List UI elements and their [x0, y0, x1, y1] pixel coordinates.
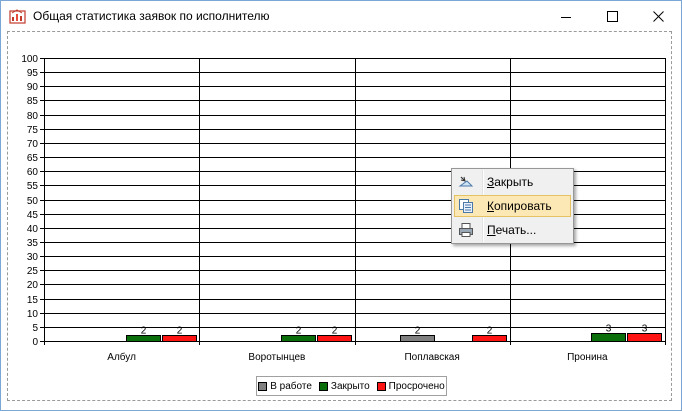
title-bar[interactable]: Общая статистика заявок по исполнителю — [1, 1, 681, 32]
y-tick-label: 60 — [27, 167, 39, 178]
x-tick-label: Поплавская — [404, 352, 459, 363]
data-label: 3 — [606, 324, 612, 335]
y-tick-label: 90 — [27, 82, 39, 93]
menu-item-copy[interactable]: Копировать — [454, 195, 571, 217]
bar — [162, 335, 197, 342]
bar — [627, 333, 662, 342]
chart-legend: В работе Закрыто Просрочено — [256, 376, 447, 396]
data-label: 2 — [332, 326, 338, 337]
y-tick-label: 35 — [27, 238, 39, 249]
data-label: 3 — [642, 324, 648, 335]
legend-label: Закрыто — [330, 380, 370, 392]
maximize-icon — [606, 11, 618, 22]
legend-item: В работе — [258, 381, 312, 392]
y-tick-label: 55 — [27, 181, 39, 192]
data-label: 2 — [487, 326, 493, 337]
minimize-button[interactable] — [543, 1, 589, 32]
menu-item-close-label: акрыть — [494, 175, 534, 189]
y-tick-label: 85 — [27, 96, 39, 107]
app-icon — [9, 9, 26, 24]
menu-item-close-key: З — [487, 175, 495, 189]
menu-item-print-label: ечать... — [495, 223, 537, 237]
y-tick-label: 0 — [32, 337, 38, 348]
y-tick-label: 75 — [27, 125, 39, 136]
bar — [472, 335, 507, 342]
legend-label: В работе — [270, 380, 312, 392]
y-tick-label: 45 — [27, 210, 39, 221]
y-tick-label: 5 — [32, 323, 38, 334]
menu-item-copy-key: К — [487, 199, 494, 213]
y-tick-label: 100 — [21, 54, 38, 65]
bar — [281, 335, 316, 342]
maximize-button[interactable] — [589, 1, 635, 32]
y-tick-label: 10 — [27, 309, 39, 320]
data-label: 2 — [141, 326, 147, 337]
y-tick-label: 25 — [27, 266, 39, 277]
close-icon — [652, 11, 664, 22]
copy-icon — [459, 199, 473, 213]
x-tick-label: Албул — [107, 351, 136, 363]
y-tick-label: 50 — [27, 196, 39, 207]
legend-item: Закрыто — [318, 380, 370, 392]
data-label: 2 — [296, 326, 302, 337]
close-chart-icon — [458, 176, 474, 187]
bar — [400, 335, 435, 342]
print-icon — [459, 223, 473, 237]
y-tick-label: 30 — [27, 252, 39, 263]
legend-swatch — [318, 381, 328, 391]
context-menu: Закрыть Копировать Печать... — [451, 168, 574, 244]
legend-label: Просрочено — [388, 380, 445, 392]
menu-item-print-key: П — [487, 223, 496, 237]
data-label: 2 — [415, 326, 421, 337]
close-button[interactable] — [635, 1, 681, 32]
x-tick-label: Пронина — [567, 352, 608, 363]
y-tick-label: 15 — [27, 295, 39, 306]
y-tick-label: 70 — [27, 139, 39, 150]
minimize-icon — [561, 16, 571, 18]
bar — [317, 335, 352, 342]
y-tick-label: 80 — [27, 111, 39, 122]
y-tick-label: 40 — [27, 224, 39, 235]
legend-swatch — [376, 381, 386, 391]
data-label: 2 — [177, 326, 183, 337]
menu-item-print[interactable]: Печать... — [454, 219, 571, 241]
legend-item: Просрочено — [376, 380, 445, 392]
legend-swatch — [258, 381, 268, 391]
y-tick-label: 20 — [27, 280, 39, 291]
menu-item-close[interactable]: Закрыть — [454, 171, 571, 193]
bar — [126, 335, 161, 342]
bar — [591, 333, 626, 342]
window-title: Общая статистика заявок по исполнителю — [33, 9, 270, 23]
x-tick-label: Воротынцев — [248, 352, 305, 363]
y-tick-label: 65 — [27, 153, 39, 164]
y-tick-label: 95 — [27, 68, 39, 79]
menu-item-copy-label: опировать — [494, 199, 552, 213]
